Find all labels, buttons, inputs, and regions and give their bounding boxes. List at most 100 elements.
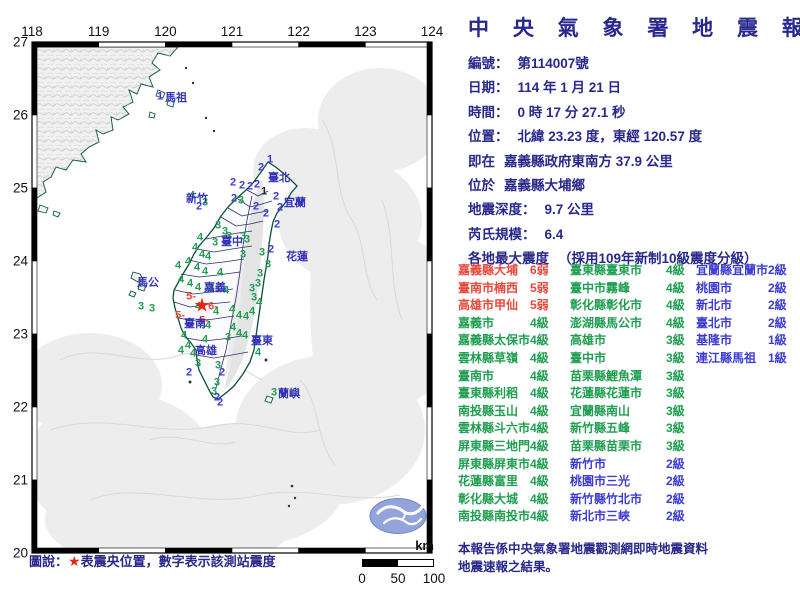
intensity-row: 雲林縣草嶺 4級 xyxy=(458,350,549,368)
map-legend: 圖說：★表震央位置，數字表示該測站震度 xyxy=(29,551,276,570)
intensity-row: 臺東縣利稻 4級 xyxy=(458,385,549,403)
intensity-row: 屏東縣屏東市 4級 xyxy=(458,456,549,474)
intensity-location: 連江縣馬祖 xyxy=(696,350,757,365)
intensity-level: 3級 xyxy=(666,333,685,348)
intensity-row: 高雄市甲仙 5弱 xyxy=(458,297,549,315)
cwa-logo xyxy=(369,498,427,534)
svg-text:124: 124 xyxy=(421,24,444,39)
intensity-level: 4級 xyxy=(530,474,549,489)
field-label: 地震深度： xyxy=(468,202,536,218)
intensity-row: 苗栗縣苗栗市 3級 xyxy=(570,438,685,456)
intensity-row: 南投縣南投市 4級 xyxy=(458,508,549,526)
field-value: 6.4 xyxy=(544,226,564,242)
scale-tick-50: 50 xyxy=(390,571,406,586)
intensity-location: 桃園市三光 xyxy=(570,474,631,489)
intensity-location: 臺北市 xyxy=(696,315,733,330)
intensity-level: 5弱 xyxy=(530,280,549,295)
legend-star-icon: ★ xyxy=(68,553,81,569)
intensity-row: 臺中市霧峰 4級 xyxy=(570,280,685,298)
intensity-level: 4級 xyxy=(530,421,549,436)
intensity-level: 3級 xyxy=(666,421,685,436)
scale-bar-filled xyxy=(363,560,398,566)
field-label: 日期： xyxy=(468,80,509,96)
intensity-location: 新竹縣五峰 xyxy=(570,421,631,436)
intensity-location: 花蓮縣花蓮市 xyxy=(570,386,643,401)
intensity-location: 嘉義縣大埔 xyxy=(458,263,519,277)
intensity-level: 4級 xyxy=(530,368,549,383)
svg-text:26: 26 xyxy=(13,108,28,123)
intensity-level: 4級 xyxy=(666,315,685,330)
intensity-row: 新北市 2級 xyxy=(696,297,787,315)
field-label: 各地最大震度 xyxy=(468,251,549,267)
intensity-location: 新竹市 xyxy=(570,456,607,471)
scale-tick-100: 100 xyxy=(422,571,446,586)
intensity-level: 2級 xyxy=(768,298,787,313)
intensity-level: 3級 xyxy=(666,438,685,453)
svg-text:118: 118 xyxy=(21,24,43,39)
intensity-location: 基隆市 xyxy=(696,333,733,348)
intensity-level: 5弱 xyxy=(530,298,549,313)
intensity-location: 嘉義縣太保市 xyxy=(458,333,531,348)
svg-text:23: 23 xyxy=(13,327,28,342)
field-label: 位於 xyxy=(468,177,495,193)
map-frame xyxy=(31,41,433,554)
intensity-row: 花蓮縣富里 4級 xyxy=(458,473,549,491)
intensity-row: 臺東縣臺東市 4級 xyxy=(570,262,685,280)
intensity-location: 臺東縣利稻 xyxy=(458,386,519,401)
legend-prefix: 圖說： xyxy=(29,554,69,569)
intensity-row: 南投縣玉山 4級 xyxy=(458,403,549,421)
intensity-row: 桃園市三光 2級 xyxy=(570,473,685,491)
intensity-row: 新竹縣竹北市 2級 xyxy=(570,491,685,509)
svg-text:123: 123 xyxy=(354,24,377,39)
field-value: 嘉義縣政府東南方 37.9 公里 xyxy=(504,153,673,169)
intensity-row: 彰化縣彰化市 4級 xyxy=(570,297,685,315)
intensity-level: 2級 xyxy=(666,456,685,471)
intensity-level: 1級 xyxy=(768,350,787,365)
intensity-level: 1級 xyxy=(768,333,787,348)
epicenter-star-icon: ★ xyxy=(193,295,211,317)
intensity-location: 彰化縣大城 xyxy=(458,491,519,506)
intensity-location: 澎湖縣馬公市 xyxy=(570,315,643,330)
intensity-location: 花蓮縣富里 xyxy=(458,474,519,489)
intensity-row: 嘉義縣大埔 6弱 xyxy=(458,262,549,280)
svg-text:119: 119 xyxy=(88,24,110,39)
intensity-location: 南投縣南投市 xyxy=(458,509,531,524)
intensity-row: 宜蘭縣南山 3級 xyxy=(570,403,685,421)
intensity-level: 3級 xyxy=(666,386,685,401)
intensity-location: 新北市三峽 xyxy=(570,509,631,524)
intensity-level: 4級 xyxy=(530,403,549,418)
intensity-level: 3級 xyxy=(666,350,685,365)
svg-text:21: 21 xyxy=(13,473,28,488)
intensity-level: 4級 xyxy=(530,491,549,506)
intensity-column-1: 嘉義縣大埔 6弱 臺南市楠西 5弱 高雄市甲仙 5弱 嘉義市 4級 嘉義縣太保市 4級 雲林縣草嶺 4… xyxy=(458,262,549,526)
intensity-level: 4級 xyxy=(530,438,549,453)
intensity-row: 彰化縣大城 4級 xyxy=(458,491,549,509)
report-footer: 本報告係中央氣象署地震觀測網即時地震資料 地震速報之結果。 xyxy=(458,540,708,576)
report-field-line: 芮氏規模： 6.4 xyxy=(468,223,800,247)
intensity-row: 新竹縣五峰 3級 xyxy=(570,420,685,438)
report-field-line: 各地最大震度 （採用109年新制10級震度分級） xyxy=(468,247,800,271)
map-graphics xyxy=(33,43,431,552)
intensity-level: 3級 xyxy=(666,368,685,383)
field-label: 位置： xyxy=(468,129,509,145)
intensity-row: 澎湖縣馬公市 4級 xyxy=(570,315,685,333)
intensity-level: 4級 xyxy=(530,350,549,365)
field-value: 嘉義縣大埔鄉 xyxy=(504,177,585,193)
svg-text:121: 121 xyxy=(221,24,244,39)
report-field-line: 編號： 第114007號 xyxy=(468,52,800,76)
intensity-level: 6弱 xyxy=(530,263,549,277)
report-fields: 編號： 第114007號 日期： 114 年 1 月 21 日時間： 0 時 17 分 … xyxy=(468,52,800,272)
intensity-row: 臺中市 3級 xyxy=(570,350,685,368)
intensity-location: 高雄市甲仙 xyxy=(458,298,519,313)
field-label: 即在 xyxy=(468,153,495,169)
intensity-location: 新竹縣竹北市 xyxy=(570,491,643,506)
intensity-row: 臺北市 2級 xyxy=(696,315,787,333)
intensity-level: 4級 xyxy=(530,315,549,330)
intensity-row: 連江縣馬祖 1級 xyxy=(696,350,787,368)
intensity-location: 高雄市 xyxy=(570,333,607,348)
intensity-location: 臺中市 xyxy=(570,350,607,365)
scale-km-label: km xyxy=(415,538,434,553)
intensity-location: 嘉義市 xyxy=(458,315,495,330)
report-field-line: 位於 嘉義縣大埔鄉 xyxy=(468,174,800,198)
intensity-location: 彰化縣彰化市 xyxy=(570,298,643,313)
